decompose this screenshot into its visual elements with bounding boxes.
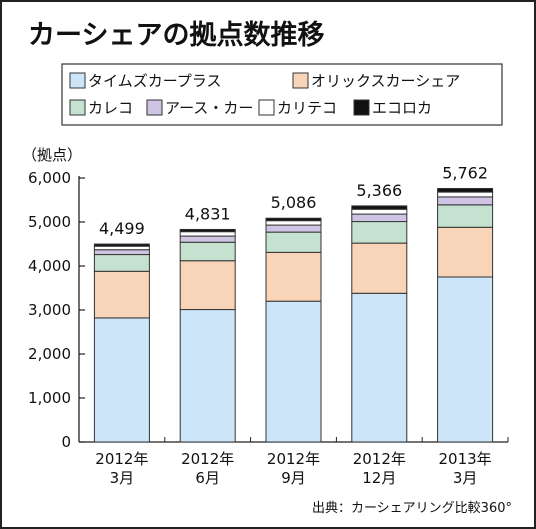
bar-total-label: 5,366 (356, 181, 402, 200)
bar-segment (437, 187, 494, 193)
bar-segment (437, 226, 494, 278)
legend-swatch (353, 99, 370, 116)
y-tick-label: 6,000 (28, 169, 71, 187)
bar-segment (351, 292, 408, 443)
bar-segment (351, 213, 408, 223)
bar-segment (93, 245, 150, 251)
x-tick-label: 2012年 (95, 450, 148, 468)
source-note: 出典：カーシェアリング比較360° (312, 501, 512, 516)
legend-swatch (292, 72, 309, 89)
y-tick-label: 0 (61, 433, 71, 451)
chart-title: カーシェアの拠点数推移 (28, 20, 324, 51)
bar-segment (265, 217, 322, 222)
bar-segment (437, 276, 494, 443)
bar-total-label: 5,086 (271, 193, 317, 212)
legend-label: カレコ (88, 99, 133, 117)
x-tick-label: 2012年 (181, 450, 234, 468)
bar-segment (265, 220, 322, 226)
legend-swatch (69, 99, 86, 116)
bar-segment (265, 224, 322, 233)
y-tick-label: 1,000 (28, 389, 71, 407)
bar-total-label: 4,831 (185, 204, 231, 223)
legend-swatch (146, 99, 163, 116)
bar-segment (351, 205, 408, 210)
bar-segment (179, 228, 236, 233)
x-tick-label: 9月 (281, 469, 306, 487)
x-tick-label: 3月 (110, 469, 135, 487)
legend-swatch (69, 72, 86, 89)
y-axis-label: （拠点） (22, 146, 82, 164)
legend-label: オリックスカーシェア (311, 72, 460, 90)
x-tick-label: 6月 (195, 469, 220, 487)
bar-segment (437, 191, 494, 198)
bar-total-label: 5,762 (442, 163, 488, 182)
bar-segment (93, 249, 150, 256)
bar-segment (265, 231, 322, 253)
legend-swatch (258, 99, 275, 116)
y-tick-label: 3,000 (28, 301, 71, 319)
bar-segment (93, 317, 150, 443)
legend-box (61, 63, 503, 126)
legend-label: カリテコ (277, 99, 337, 117)
x-tick-label: 2013年 (439, 450, 492, 468)
legend-label: タイムズカープラス (88, 72, 222, 90)
bar-segment (179, 235, 236, 243)
bar-segment (351, 221, 408, 244)
bar-segment (179, 241, 236, 262)
bar-segment (351, 242, 408, 294)
y-tick-label: 5,000 (28, 213, 71, 231)
bar-segment (93, 254, 150, 272)
bar-segment (179, 260, 236, 311)
bar-segment (351, 208, 408, 215)
y-tick-label: 2,000 (28, 345, 71, 363)
bar-segment (93, 243, 150, 247)
bar-segment (179, 231, 236, 237)
legend-label: エコロカ (372, 99, 432, 117)
legend-label: アース・カー (165, 99, 253, 117)
bar-segment (265, 300, 322, 443)
x-tick-label: 2012年 (267, 450, 320, 468)
bar-segment (437, 196, 494, 206)
y-tick-label: 4,000 (28, 257, 71, 275)
x-tick-label: 2012年 (353, 450, 406, 468)
bar-segment (265, 251, 322, 302)
bar-total-label: 4,499 (99, 219, 145, 238)
bar-segment (179, 309, 236, 443)
x-tick-label: 3月 (453, 469, 478, 487)
bar-segment (437, 204, 494, 228)
x-tick-label: 12月 (362, 469, 396, 487)
bar-segment (93, 270, 150, 319)
